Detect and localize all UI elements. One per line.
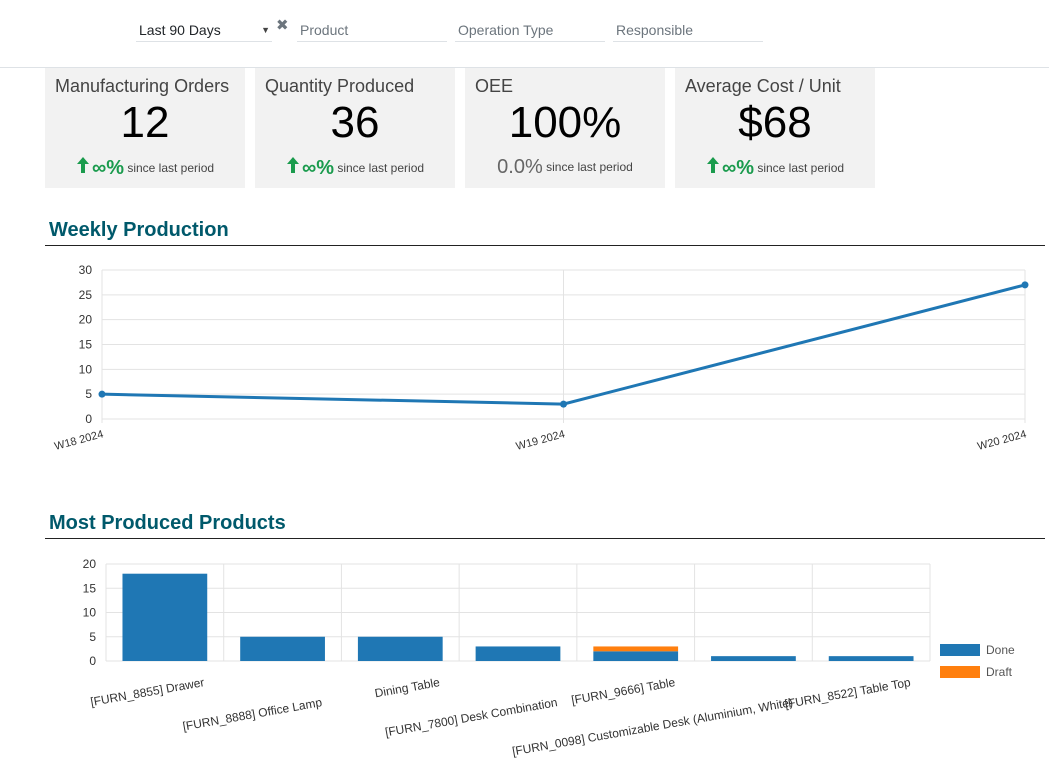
kpi-trend: ∞%	[301, 157, 334, 179]
kpi-since-label: since last period	[757, 161, 845, 175]
most-produced-chart: 0 5 10 15 20 [FURN_8855] Drawer[FURN_8888] Of…	[83, 557, 1015, 758]
legend-swatch	[940, 666, 980, 678]
kpi-footer: ∞% since last period	[45, 156, 245, 180]
legend-label: Done	[986, 643, 1015, 657]
bar-done	[711, 656, 796, 661]
data-point	[560, 400, 567, 408]
kpi-value: $68	[738, 98, 812, 147]
period-select-value: Last 90 Days	[139, 22, 221, 38]
period-select[interactable]: Last 90 Days ▼	[136, 18, 272, 42]
y-tick-label: 0	[85, 412, 92, 426]
kpi-since-label: since last period	[546, 160, 633, 174]
bar-done	[240, 636, 325, 661]
responsible-filter-input[interactable]: Responsible	[613, 18, 763, 42]
kpi-card-oee[interactable]: OEE 100% 0.0% since last period	[465, 68, 665, 188]
weekly-production-title: Weekly Production	[49, 219, 229, 241]
bar-done	[828, 656, 914, 661]
kpi-footer: 0.0% since last period	[465, 156, 665, 179]
product-filter-input[interactable]: Product	[297, 18, 447, 42]
y-tick-label: 5	[85, 387, 92, 401]
kpi-title: OEE	[475, 76, 514, 96]
arrow-up-icon	[706, 157, 719, 173]
weekly-production-divider	[45, 245, 1045, 246]
most-produced-title: Most Produced Products	[49, 512, 286, 534]
kpi-trend: ∞%	[91, 157, 124, 179]
kpi-since-label: since last period	[337, 161, 425, 175]
kpi-footer: ∞% since last period	[675, 156, 875, 180]
legend-label: Draft	[986, 665, 1013, 679]
weekly-production-chart: 0 5 10 15 20 25 30 W18 2024 W19 2024 W20 2024	[53, 263, 1029, 453]
most-produced-divider	[45, 538, 1045, 539]
filter-bar: Last 90 Days ▼ ✖ Product Operation Type …	[0, 0, 1049, 68]
kpi-title: Quantity Produced	[265, 76, 415, 96]
product-filter-placeholder: Product	[300, 22, 349, 38]
kpi-card-average-cost-per-unit[interactable]: Average Cost / Unit $68 ∞% since last pe…	[675, 68, 875, 188]
kpi-value: 36	[330, 98, 380, 147]
x-tick-label: [FURN_8522] Table Top	[784, 675, 912, 711]
x-tick-label: W18 2024	[53, 428, 105, 453]
y-tick-label: 30	[79, 263, 93, 277]
kpi-footer: ∞% since last period	[255, 156, 455, 180]
y-tick-label: 10	[79, 362, 93, 376]
kpi-trend: ∞%	[721, 157, 754, 179]
y-tick-label: 0	[89, 654, 96, 668]
kpi-title: Manufacturing Orders	[55, 76, 230, 96]
y-tick-label: 5	[89, 630, 96, 644]
kpi-since-label: since last period	[127, 161, 215, 175]
x-tick-label: [FURN_8855] Drawer	[89, 675, 205, 709]
bar-done	[593, 651, 679, 661]
bar-draft	[593, 646, 679, 652]
caret-down-icon: ▼	[261, 25, 270, 35]
x-tick-label: W19 2024	[515, 428, 567, 453]
y-tick-label: 25	[79, 288, 93, 302]
kpi-card-quantity-produced[interactable]: Quantity Produced 36 ∞% since last perio…	[255, 68, 455, 188]
y-tick-label: 15	[83, 581, 97, 595]
x-tick-label: Dining Table	[374, 675, 442, 700]
data-point	[1021, 281, 1029, 289]
bar-done	[357, 636, 443, 661]
legend-swatch	[940, 644, 980, 656]
x-tick-label: W20 2024	[976, 428, 1028, 453]
operation-type-filter-input[interactable]: Operation Type	[455, 18, 605, 42]
responsible-filter-placeholder: Responsible	[616, 22, 694, 38]
x-tick-label: [FURN_8888] Office Lamp	[182, 695, 324, 733]
operation-type-filter-placeholder: Operation Type	[458, 22, 554, 38]
bar-done	[475, 646, 561, 661]
x-tick-label: [FURN_7800] Desk Combination	[384, 695, 559, 739]
arrow-up-icon	[286, 157, 299, 173]
x-tick-label: [FURN_9666] Table	[570, 675, 676, 707]
bar-done	[122, 573, 208, 661]
kpi-title: Average Cost / Unit	[685, 76, 841, 96]
y-tick-label: 20	[79, 313, 93, 327]
y-tick-label: 15	[79, 338, 93, 352]
y-tick-label: 10	[83, 606, 97, 620]
y-tick-label: 20	[83, 557, 97, 571]
arrow-up-icon	[76, 157, 89, 173]
clear-period-icon[interactable]: ✖	[276, 17, 289, 34]
kpi-value: 100%	[508, 98, 622, 147]
kpi-trend: 0.0%	[497, 156, 543, 178]
kpi-card-manufacturing-orders[interactable]: Manufacturing Orders 12 ∞% since last pe…	[45, 68, 245, 188]
data-point	[98, 390, 106, 398]
kpi-value: 12	[120, 98, 170, 147]
